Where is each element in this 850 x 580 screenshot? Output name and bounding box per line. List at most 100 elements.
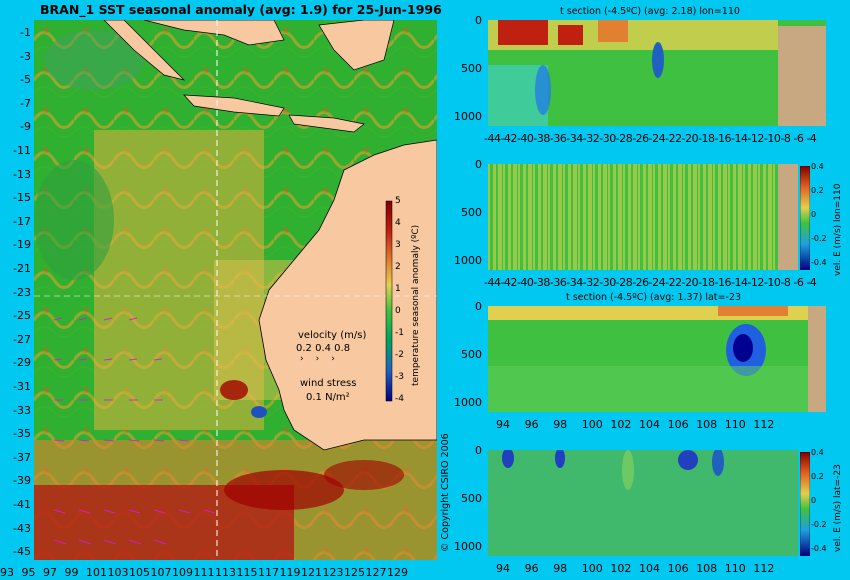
velocity-colorbar-tick: -0.4 <box>811 258 827 267</box>
lat-tick: -31 <box>13 380 31 393</box>
velocity-colorbar-tick: 0.2 <box>811 472 824 481</box>
depth-tick: 1000 <box>454 110 482 123</box>
x-tick: 102 <box>610 418 632 431</box>
panel1-x-ticks: -44-42-40-38-36-34-32-30-28-26-24-22-20-… <box>484 132 817 145</box>
lat-tick: -17 <box>13 214 31 228</box>
x-tick: 112 <box>753 418 775 431</box>
lon-tick: 93 <box>0 566 14 579</box>
lat-tick: -3 <box>20 49 31 63</box>
x-tick: 98 <box>553 418 568 431</box>
lat-tick: -27 <box>13 332 31 346</box>
x-tick: 110 <box>724 418 746 431</box>
lat-tick: -11 <box>13 144 31 157</box>
velocity-arrows-icon: ››› <box>300 354 347 364</box>
lon-tick: 125 <box>344 566 365 579</box>
sst-colorbar <box>385 200 393 402</box>
lat-tick: -37 <box>13 450 31 464</box>
panel4-colorbar-label: vel. E (m/s) lat=-23 <box>833 464 843 552</box>
x-tick: 98 <box>553 562 568 575</box>
temperature-section-lat-23 <box>488 306 826 412</box>
lat-tick: -43 <box>13 521 31 535</box>
lon-tick: 115 <box>236 566 258 579</box>
sst-colorbar-tick: 2 <box>395 262 401 272</box>
velocity-colorbar-tick: -0.4 <box>811 544 827 553</box>
lat-tick: -21 <box>13 262 31 275</box>
velocity-colorbar-tick: 0.4 <box>811 448 824 457</box>
velocity-colorbar-2 <box>800 452 810 556</box>
lon-tick: 95 <box>21 566 36 579</box>
x-tick: 94 <box>496 418 510 431</box>
lon-tick: 119 <box>279 566 301 579</box>
depth-tick: 1000 <box>454 396 482 409</box>
depth-tick: 0 <box>475 444 482 457</box>
depth-tick: 1000 <box>454 540 482 553</box>
temperature-section-lon110 <box>488 20 826 126</box>
panel1-title: t section (-4.5ºC) (avg: 2.18) lon=110 <box>560 6 740 17</box>
lat-tick: -7 <box>20 96 31 110</box>
lat-tick: -5 <box>20 73 31 87</box>
sst-colorbar-tick: -1 <box>395 328 404 338</box>
x-tick: 106 <box>667 562 689 575</box>
wind-stress-scale: 0.1 N/m² <box>306 392 350 403</box>
lat-tick: -41 <box>13 498 31 511</box>
sst-colorbar-tick: 5 <box>395 196 401 206</box>
x-tick: 102 <box>610 562 632 575</box>
x-tick: 94 <box>496 562 510 575</box>
velocity-colorbar-tick: -0.2 <box>811 234 827 243</box>
depth-tick: 0 <box>475 14 482 27</box>
x-tick: 104 <box>639 562 660 575</box>
panel2-x-ticks: -44-42-40-38-36-34-32-30-28-26-24-22-20-… <box>484 276 817 289</box>
depth-tick: 500 <box>461 206 482 219</box>
lat-tick: -13 <box>13 167 31 181</box>
map-title: BRAN_1 SST seasonal anomaly (avg: 1.9) f… <box>40 2 442 17</box>
velocity-colorbar-tick: 0 <box>811 496 817 505</box>
lon-tick: 123 <box>322 566 344 579</box>
velocity-colorbar-tick: 0.2 <box>811 186 824 195</box>
velocity-section-lon110 <box>488 164 798 270</box>
lat-tick: -39 <box>13 474 31 488</box>
depth-tick: 1000 <box>454 254 482 267</box>
depth-tick: 500 <box>461 348 482 361</box>
x-tick: 100 <box>581 562 603 575</box>
sst-colorbar-label: temperature seasonal anomaly (ºC) <box>411 224 421 386</box>
x-tick: 100 <box>581 418 603 431</box>
lon-tick: 109 <box>172 566 193 579</box>
copyright-notice: © Copyright CSIRO 2006 <box>440 433 451 552</box>
sst-colorbar-tick: -2 <box>395 350 404 360</box>
sst-colorbar-tick: 1 <box>395 284 401 294</box>
lat-tick: -33 <box>13 403 31 417</box>
wind-stress-label: wind stress <box>300 378 357 389</box>
velocity-colorbar-tick: -0.2 <box>811 520 827 529</box>
lat-tick: -19 <box>13 238 31 252</box>
lon-tick: 99 <box>64 566 79 579</box>
lon-tick: 101 <box>86 566 107 579</box>
depth-tick: 0 <box>475 300 482 313</box>
sst-map <box>34 20 437 560</box>
velocity-scale: 0.2 0.4 0.8 <box>296 343 351 354</box>
lon-tick: 97 <box>43 566 57 579</box>
lon-tick: 103 <box>107 566 129 579</box>
lat-tick: -45 <box>13 545 31 559</box>
lon-tick: 121 <box>301 566 322 579</box>
lat-tick: -15 <box>13 191 31 205</box>
lon-tick: 107 <box>150 566 172 579</box>
sst-colorbar-tick: -4 <box>395 394 404 404</box>
lat-tick: -9 <box>20 120 31 134</box>
x-tick: 112 <box>753 562 775 575</box>
velocity-colorbar-1 <box>800 166 810 270</box>
depth-tick: 0 <box>475 158 482 171</box>
sst-colorbar-tick: 0 <box>395 306 401 316</box>
lon-tick: 105 <box>129 566 150 579</box>
depth-tick: 500 <box>461 62 482 75</box>
sst-colorbar-tick: 3 <box>395 240 401 250</box>
x-tick: 108 <box>696 418 718 431</box>
lon-tick: 127 <box>365 566 387 579</box>
velocity-label: velocity (m/s) <box>298 330 367 341</box>
velocity-colorbar-tick: 0.4 <box>811 162 824 171</box>
panel2-colorbar-label: vel. E (m/s) lon=110 <box>833 183 843 276</box>
lat-tick: -35 <box>13 427 31 441</box>
lon-tick: 117 <box>258 566 279 579</box>
velocity-colorbar-tick: 0 <box>811 210 817 219</box>
lat-tick: -23 <box>13 285 31 299</box>
sst-colorbar-tick: 4 <box>395 218 401 228</box>
